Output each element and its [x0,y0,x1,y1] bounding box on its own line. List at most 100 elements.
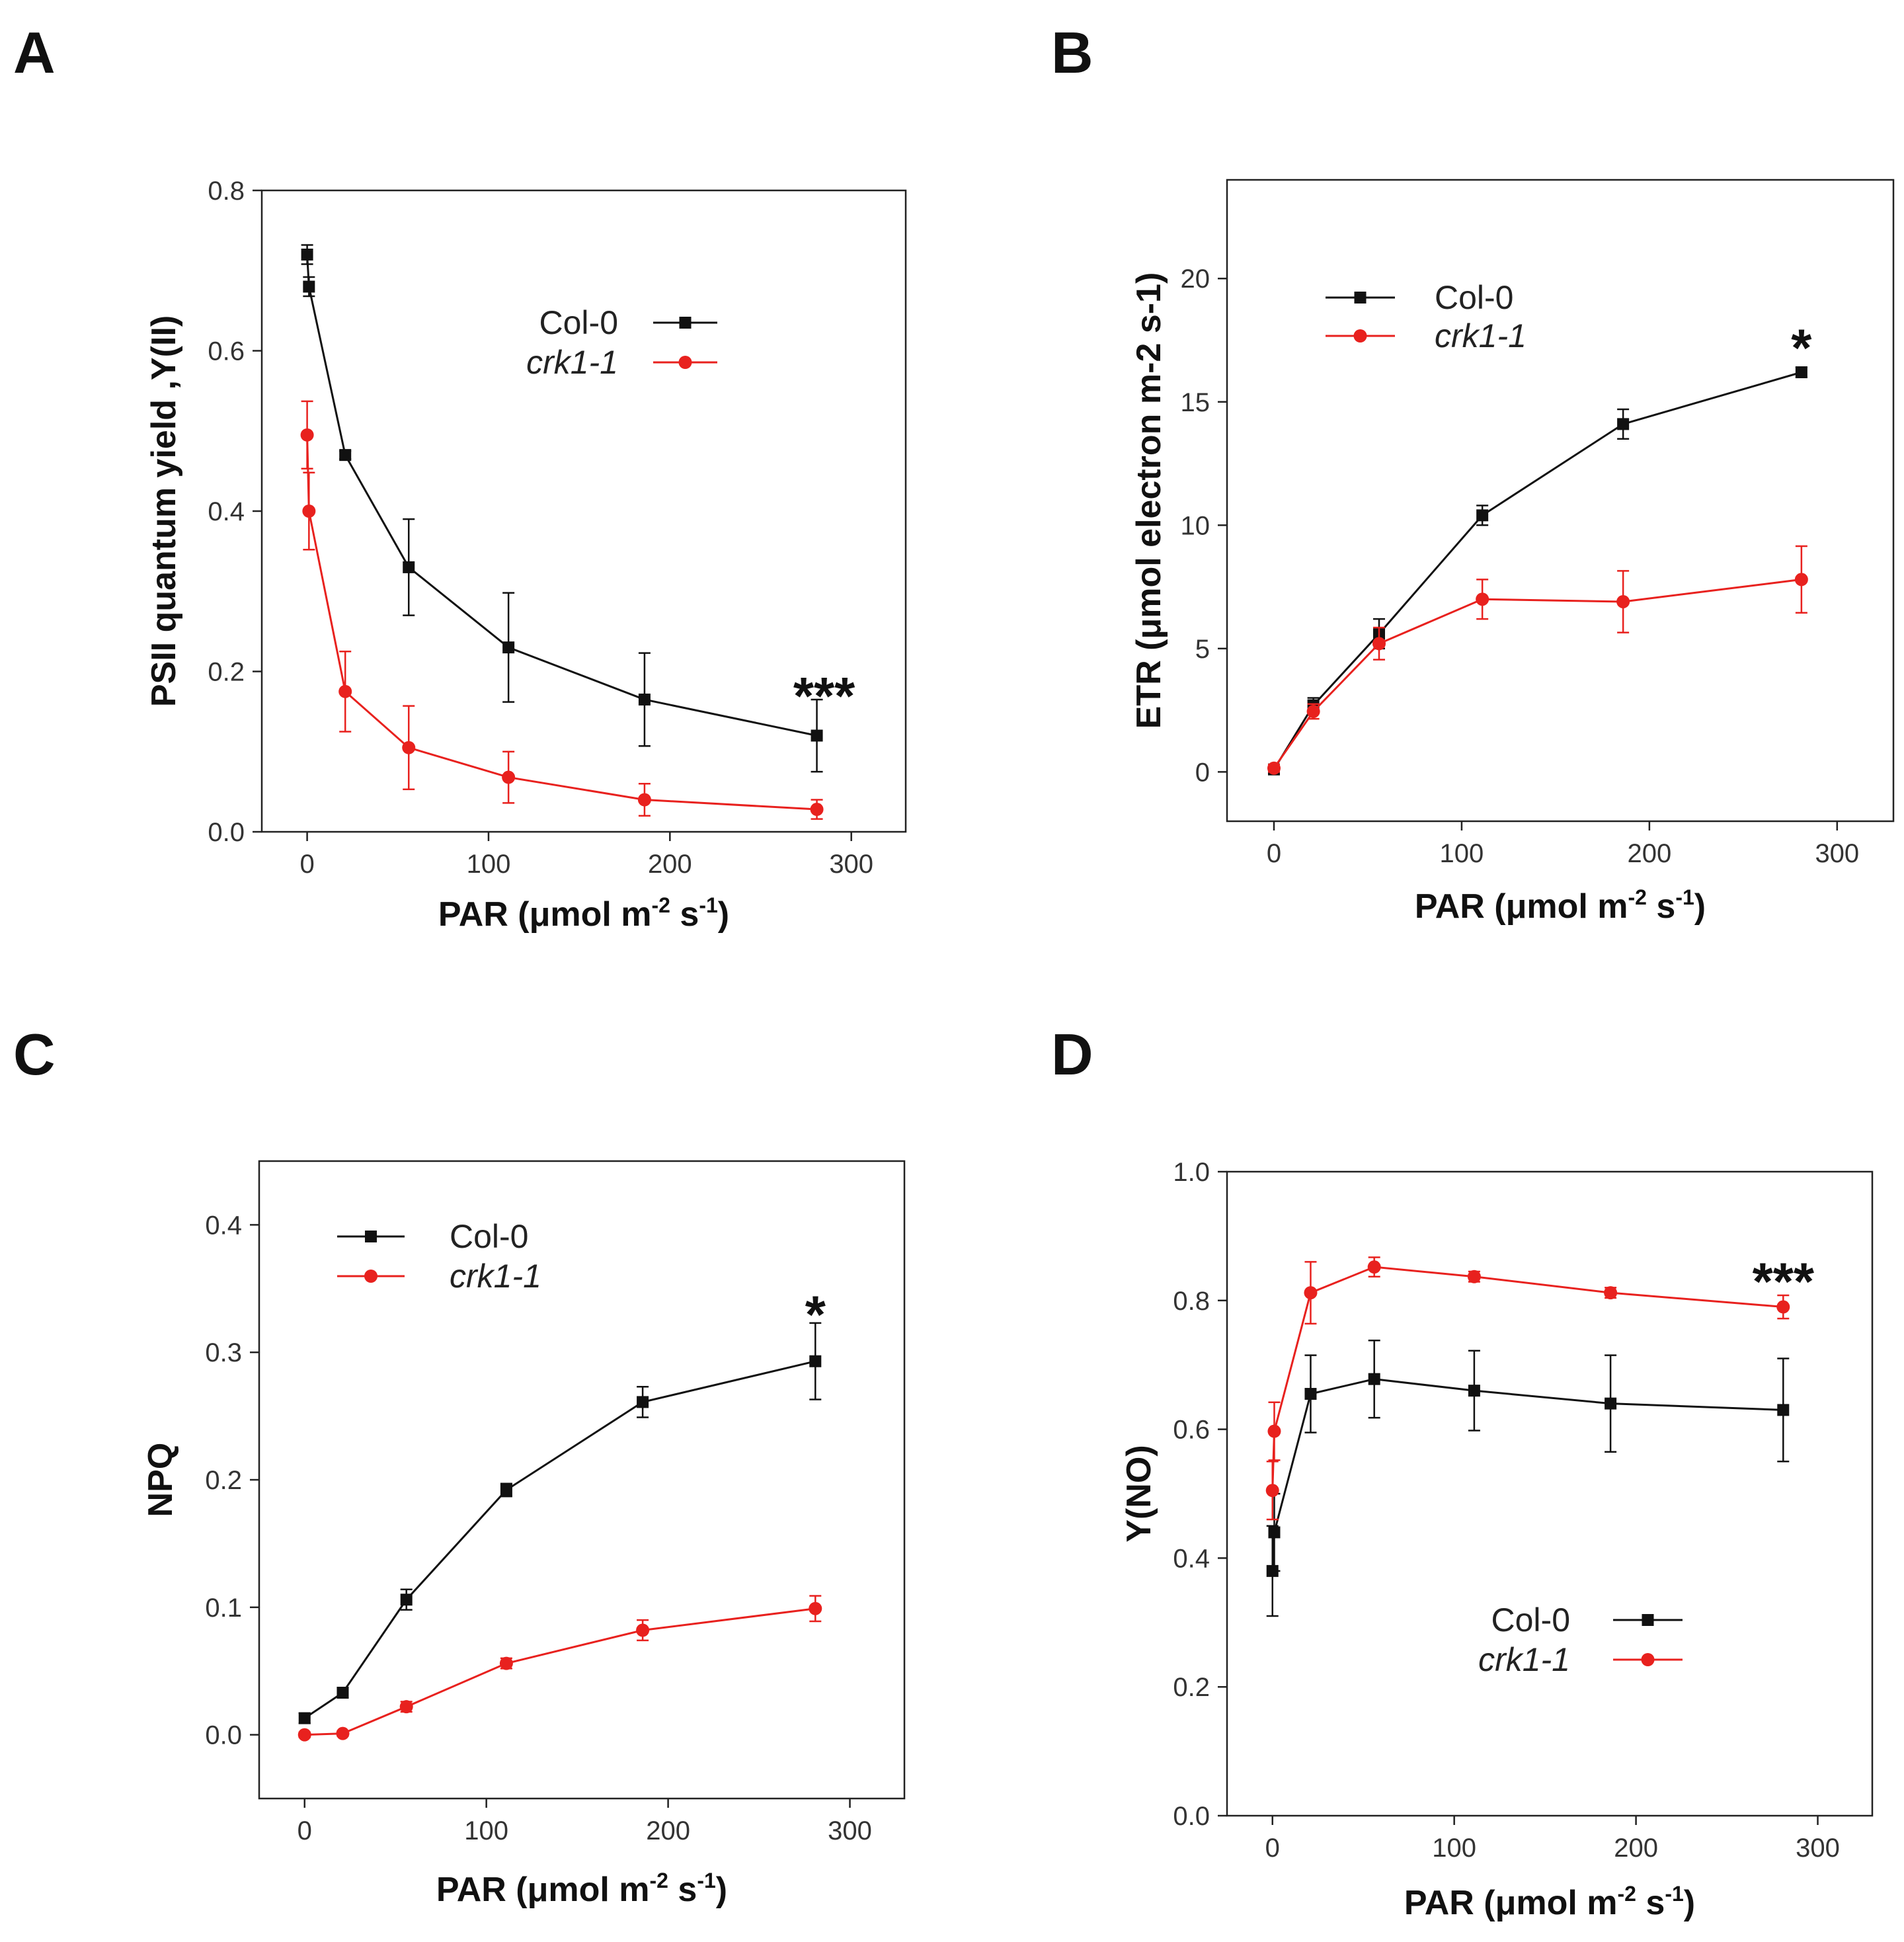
y-axis-label: NPQ [141,1443,180,1517]
legend-label: Col-0 [1435,279,1513,316]
series-line [306,434,817,811]
data-point [339,449,352,462]
data-point [1777,1404,1790,1416]
y-axis-label: ETR (μmol electron m-2 s-1) [1130,272,1168,729]
y-tick-label: 0.8 [1173,1287,1210,1316]
x-axis-label-part: s [1636,1884,1665,1922]
panel-A: A 0 100 200 300 0.0 0.2 0.4 0.6 0.8 PAR (μmol m-2 … [13,20,907,934]
y-tick-label: 0.0 [205,1721,242,1750]
series-line [303,1360,816,1719]
panel-C: C 0 100 200 300 0.0 0.1 0.2 0.3 0.4 PAR (μmol m-2 … [13,1022,906,1909]
panel-letter: B [1051,20,1093,85]
x-axis-label-part: -2 [1618,1882,1636,1906]
x-axis-label-part: -2 [650,1869,668,1892]
data-point [1617,418,1630,430]
panel-letter: C [13,1022,56,1087]
y-tick-label: 0.1 [205,1594,242,1623]
y-axis-label: PSII quantum yield ,Y(II) [145,315,183,707]
x-tick-label: 100 [464,1816,508,1845]
legend-label: crk1-1 [526,344,618,381]
x-tick-label: 0 [299,850,314,879]
series-crk1-1 [300,400,824,820]
legend-swatch-marker [364,1270,377,1283]
y-tick-label: 1.0 [1173,1158,1210,1187]
x-axis-label-part: s [668,1871,697,1909]
legend-label: Col-0 [1491,1601,1570,1639]
y-tick-label: 5 [1195,635,1210,664]
data-point [809,1601,822,1615]
x-tick-label: 100 [467,850,511,879]
plot-frame [258,1160,906,1800]
legend-label: Col-0 [539,304,618,341]
series-line [1273,578,1802,769]
series-col-0 [301,244,823,773]
x-axis-label-part: PAR (μmol m [1404,1884,1618,1922]
x-tick-label: 0 [1267,839,1281,868]
y-tick-label: 10 [1181,511,1210,540]
series-line [1271,1378,1784,1571]
plot-frame [1226,179,1895,823]
data-point [1476,509,1489,522]
data-point [637,1396,649,1408]
data-point [1265,1484,1279,1498]
legend-swatch-marker [678,356,692,369]
x-axis-label-part: -2 [1628,885,1647,909]
data-point [810,803,824,817]
data-point [1267,1424,1281,1438]
panel-D: D 0 100 200 300 0.0 0.2 0.4 0.6 0.8 1.0 PAR (μmol m… [1051,1022,1874,1922]
data-point [300,428,314,442]
x-tick-label: 300 [828,1816,872,1845]
data-point [1605,1397,1617,1410]
x-axis-label-part: ) [1694,887,1706,926]
y-tick-label: 15 [1181,388,1210,417]
y-tick-label: 20 [1181,264,1210,294]
panel-letter: A [13,20,56,85]
y-tick-label: 0.4 [208,497,245,526]
y-tick-label: 0.4 [205,1211,242,1240]
data-point [399,1700,413,1714]
y-tick-label: 0.2 [1173,1673,1210,1702]
data-point [638,693,651,706]
data-point [337,1686,349,1699]
x-tick-label: 0 [298,1816,312,1845]
x-axis-label-part: -1 [1675,885,1694,909]
x-tick-label: 100 [1432,1834,1476,1863]
y-tick-label: 0.2 [208,658,245,687]
data-point [298,1712,311,1724]
data-point [1795,366,1807,378]
panel-letter: D [1051,1022,1093,1087]
data-point [1794,573,1808,587]
panel-B: B 0 100 200 300 0 5 10 15 20 PAR (μmol m-2 s-1) ETR… [1051,20,1895,926]
x-axis-label-part: ) [716,1871,727,1909]
series-line [1273,371,1802,770]
series-col-0 [1267,366,1807,776]
data-point [1367,1260,1381,1274]
data-point [1368,1373,1380,1385]
x-axis-label-part: -2 [652,893,670,917]
y-axis-label: Y(NO) [1120,1445,1158,1542]
x-tick-label: 300 [829,850,873,879]
significance-annotation: * [805,1285,826,1344]
data-point [1304,1286,1318,1300]
data-point [1306,704,1320,718]
data-point [1604,1286,1618,1300]
x-tick-label: 300 [1815,839,1859,868]
x-axis-label-part: s [1647,887,1675,926]
data-point [499,1656,513,1670]
data-point [400,1594,413,1606]
y-tick-label: 0 [1195,758,1210,787]
data-point [402,741,416,754]
x-tick-label: 200 [646,1816,690,1845]
legend-label: crk1-1 [1478,1641,1570,1678]
data-point [1476,592,1489,606]
y-tick-label: 0.6 [208,337,245,366]
data-point [1468,1385,1480,1397]
data-point [502,770,516,784]
x-axis-label-part: -1 [697,1869,715,1892]
x-tick-label: 100 [1440,839,1484,868]
x-axis-label: PAR (μmol m-2 s-1) [438,893,729,934]
series-line [1271,1266,1784,1491]
